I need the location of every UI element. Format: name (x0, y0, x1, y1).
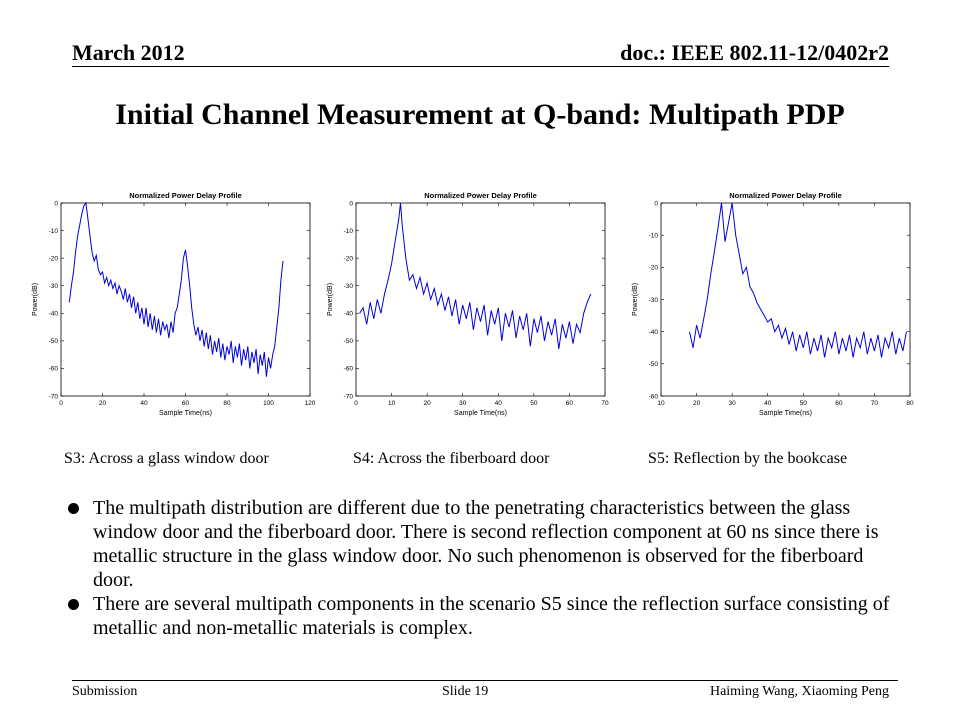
header-divider (72, 66, 889, 67)
y-tick-label: -40 (49, 311, 59, 318)
pdp-chart-s3: Normalized Power Delay Profile 0 20 40 60 80 1… (28, 185, 318, 420)
bullet-dot-icon (68, 503, 79, 514)
y-tick-label: -30 (344, 283, 354, 290)
y-tick-label: -10 (49, 228, 59, 235)
caption-s5: S5: Reflection by the bookcase (648, 450, 848, 467)
x-tick-label: 70 (601, 400, 609, 407)
caption-s3: S3: Across a glass window door (64, 450, 269, 467)
x-tick-label: 100 (263, 400, 274, 407)
bullet-item: There are several multipath components i… (68, 592, 898, 640)
x-axis-label: Sample Time(ns) (759, 410, 812, 417)
y-tick-label: -60 (49, 366, 59, 373)
y-axis-label: Power(dB) (32, 283, 39, 316)
pdp-chart-s4: Normalized Power Delay Profile 0 10 20 30 40 5… (323, 185, 613, 420)
footer-divider (72, 680, 898, 681)
x-tick-label: 120 (305, 400, 316, 407)
y-tick-label: -40 (344, 311, 354, 318)
y-tick-label: -10 (649, 232, 659, 239)
x-tick-label: 20 (99, 400, 107, 407)
y-tick-label: -20 (649, 265, 659, 272)
slide-title: Initial Channel Measurement at Q-band: M… (115, 98, 845, 131)
x-tick-label: 20 (424, 400, 432, 407)
x-tick-label: 50 (800, 400, 808, 407)
y-axis-label: Power(dB) (632, 283, 639, 316)
y-tick-label: -30 (649, 297, 659, 304)
plot-frame (60, 202, 311, 397)
y-tick-label: -40 (649, 329, 659, 336)
x-tick-label: 10 (388, 400, 396, 407)
y-tick-label: -30 (49, 283, 59, 290)
x-tick-label: 0 (354, 400, 358, 407)
footer-authors: Haiming Wang, Xiaoming Peng (709, 684, 889, 699)
x-tick-label: 20 (693, 400, 701, 407)
y-axis-label: Power(dB) (327, 283, 334, 316)
x-tick-label: 30 (459, 400, 467, 407)
x-tick-label: 80 (906, 400, 914, 407)
bullet-list: The multipath distribution are different… (68, 496, 898, 640)
series-line (359, 202, 592, 350)
pdp-chart-s5: Normalized Power Delay Profile 10 20 30 40 50… (628, 185, 918, 420)
x-tick-label: 40 (495, 400, 503, 407)
x-tick-label: 40 (140, 400, 148, 407)
plot-frame (355, 202, 606, 397)
chart-svg: Normalized Power Delay Profile 0 10 20 30 40 5… (327, 191, 609, 417)
x-tick-label: 0 (59, 400, 63, 407)
chart-title: Normalized Power Delay Profile (729, 191, 842, 200)
bullet-text: There are several multipath components i… (93, 593, 890, 639)
chart-title: Normalized Power Delay Profile (424, 191, 537, 200)
y-tick-label: -70 (49, 393, 59, 400)
x-tick-label: 70 (871, 400, 879, 407)
y-tick-label: -60 (344, 366, 354, 373)
x-tick-label: 40 (764, 400, 772, 407)
header-doc-id: doc.: IEEE 802.11-12/0402r2 (620, 40, 889, 65)
x-axis-label: Sample Time(ns) (454, 410, 507, 417)
plot-frame (660, 202, 911, 397)
footer-submission: Submission (72, 684, 138, 699)
series-line (689, 202, 907, 358)
y-tick-label: 0 (54, 200, 58, 207)
y-tick-label: -20 (344, 255, 354, 262)
x-tick-label: 80 (223, 400, 231, 407)
x-tick-label: 30 (729, 400, 737, 407)
y-tick-label: -50 (49, 338, 59, 345)
y-tick-label: -50 (649, 361, 659, 368)
bullet-text: The multipath distribution are different… (93, 497, 879, 591)
x-tick-label: 60 (835, 400, 843, 407)
footer-slide-number: Slide 19 (442, 684, 489, 699)
x-tick-label: 60 (566, 400, 574, 407)
y-tick-label: -10 (344, 228, 354, 235)
chart-svg: Normalized Power Delay Profile 10 20 30 40 50… (632, 191, 914, 417)
chart-title: Normalized Power Delay Profile (129, 191, 242, 200)
y-tick-label: -60 (649, 393, 659, 400)
x-tick-label: 50 (530, 400, 538, 407)
header-date: March 2012 (72, 40, 185, 65)
x-tick-label: 60 (182, 400, 190, 407)
chart-svg: Normalized Power Delay Profile 0 20 40 60 80 1… (32, 191, 316, 417)
y-tick-label: 0 (349, 200, 353, 207)
y-tick-label: -50 (344, 338, 354, 345)
caption-s4: S4: Across the fiberboard door (353, 450, 550, 467)
y-tick-label: -70 (344, 393, 354, 400)
x-tick-label: 10 (657, 400, 665, 407)
x-axis-label: Sample Time(ns) (159, 410, 212, 417)
y-tick-label: 0 (654, 200, 658, 207)
y-tick-label: -20 (49, 255, 59, 262)
bullet-item: The multipath distribution are different… (68, 496, 898, 592)
series-line (68, 201, 284, 377)
bullet-dot-icon (68, 599, 79, 610)
